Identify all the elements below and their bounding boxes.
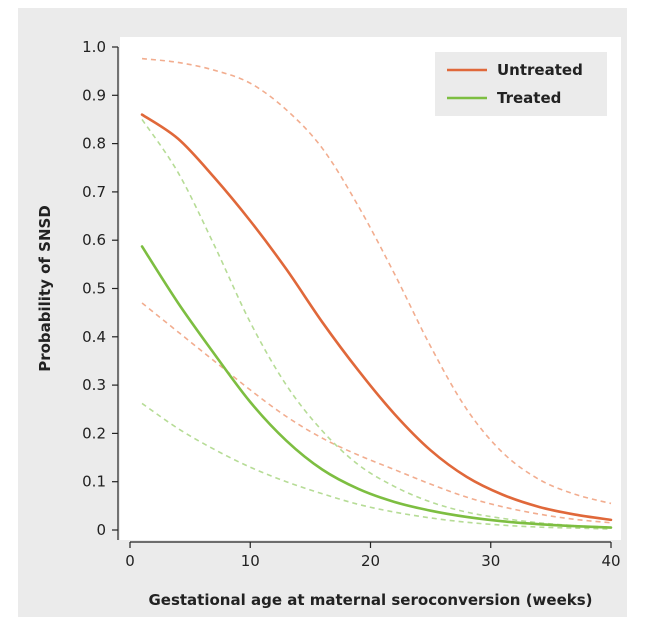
- x-axis-title: Gestational age at maternal seroconversi…: [148, 591, 592, 609]
- x-tick-label: 0: [125, 552, 135, 570]
- x-tick-label: 30: [481, 552, 500, 570]
- chart-figure: 0 0.1 0.2 0.3 0.4 0.5 0.6 0.7 0.8 0.9 1.0 0 10 20 30 40…: [18, 8, 627, 617]
- y-tick-label: 0.6: [82, 231, 106, 249]
- y-tick-label: 0.8: [82, 135, 106, 153]
- y-tick-label: 0: [96, 521, 106, 539]
- untreated-upper-ci-line: [141, 57, 612, 505]
- axes: 0 0.1 0.2 0.3 0.4 0.5 0.6 0.7 0.8 0.9 1.0 0 10 20 30 40: [82, 38, 620, 570]
- treated-legend-label: Treated: [497, 89, 561, 107]
- x-tick-label: 10: [241, 552, 260, 570]
- legend-box: [435, 52, 607, 116]
- line-chart: 0 0.1 0.2 0.3 0.4 0.5 0.6 0.7 0.8 0.9 1.0 0 10 20 30 40…: [36, 37, 621, 609]
- treated-upper-ci-line: [141, 119, 612, 528]
- y-tick-label: 0.9: [82, 86, 106, 104]
- plot-background: [120, 37, 621, 540]
- x-tick-label: 40: [601, 552, 620, 570]
- confidence-bands: [141, 57, 612, 530]
- untreated-legend-label: Untreated: [497, 61, 583, 79]
- legend: Untreated Treated: [435, 52, 607, 116]
- series-lines: [140, 113, 613, 529]
- y-tick-label: 0.3: [82, 376, 106, 394]
- y-tick-label: 0.2: [82, 424, 106, 442]
- y-tick-label: 1.0: [82, 38, 106, 56]
- y-tick-label: 0.7: [82, 183, 106, 201]
- x-tick-label: 20: [361, 552, 380, 570]
- treated-series-line: [140, 245, 613, 529]
- y-axis-title: Probability of SNSD: [36, 205, 54, 372]
- untreated-series-line: [140, 113, 613, 522]
- y-tick-label: 0.1: [82, 473, 106, 491]
- plot-area: [120, 37, 621, 540]
- y-tick-label: 0.5: [82, 280, 106, 298]
- y-tick-label: 0.4: [82, 328, 106, 346]
- untreated-lower-ci-line: [141, 302, 612, 524]
